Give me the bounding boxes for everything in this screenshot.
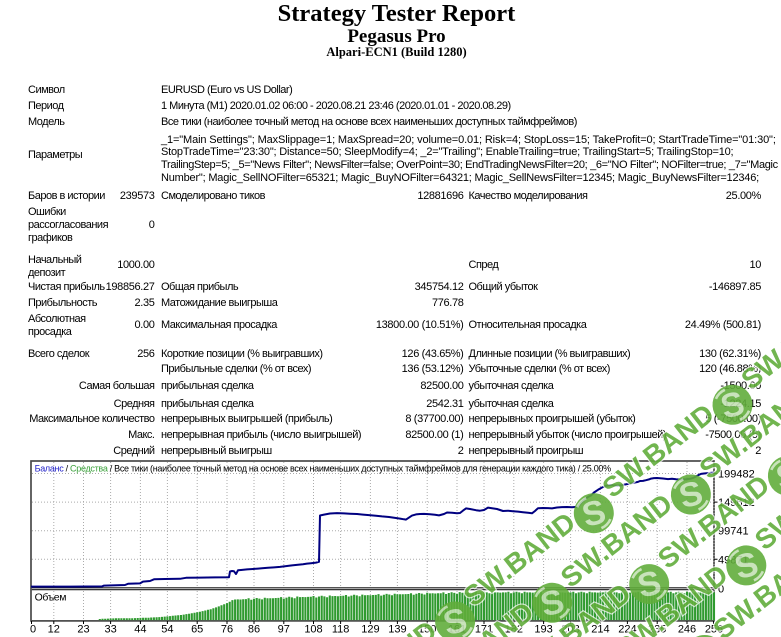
svg-text:182: 182: [505, 624, 523, 636]
svg-text:97: 97: [278, 624, 290, 636]
svg-text:129: 129: [361, 624, 379, 636]
svg-text:76: 76: [221, 624, 233, 636]
svg-text:65: 65: [191, 624, 203, 636]
svg-text:118: 118: [332, 624, 350, 636]
svg-text:Объем: Объем: [35, 592, 67, 604]
svg-text:0: 0: [30, 624, 36, 636]
svg-text:44: 44: [134, 624, 146, 636]
svg-text:99741: 99741: [718, 526, 749, 538]
svg-text:193: 193: [534, 624, 552, 636]
svg-text:0: 0: [718, 584, 724, 596]
svg-text:246: 246: [678, 624, 696, 636]
svg-text:108: 108: [304, 624, 322, 636]
svg-text:23: 23: [77, 624, 89, 636]
svg-text:139: 139: [388, 624, 406, 636]
svg-text:149612: 149612: [718, 497, 755, 509]
svg-text:235: 235: [648, 624, 666, 636]
svg-text:203: 203: [561, 624, 579, 636]
svg-text:SW.BAND: SW.BAND: [735, 290, 781, 396]
svg-text:Баланс / Средства / Все тики (: Баланс / Средства / Все тики (наиболее т…: [35, 464, 612, 474]
svg-text:256: 256: [705, 624, 723, 636]
svg-text:214: 214: [591, 624, 609, 636]
svg-text:150: 150: [418, 624, 436, 636]
svg-text:54: 54: [161, 624, 173, 636]
svg-text:12: 12: [48, 624, 60, 636]
svg-text:33: 33: [104, 624, 116, 636]
svg-text:171: 171: [475, 624, 493, 636]
svg-text:224: 224: [618, 624, 636, 636]
svg-text:86: 86: [248, 624, 260, 636]
svg-text:199482: 199482: [718, 469, 755, 481]
